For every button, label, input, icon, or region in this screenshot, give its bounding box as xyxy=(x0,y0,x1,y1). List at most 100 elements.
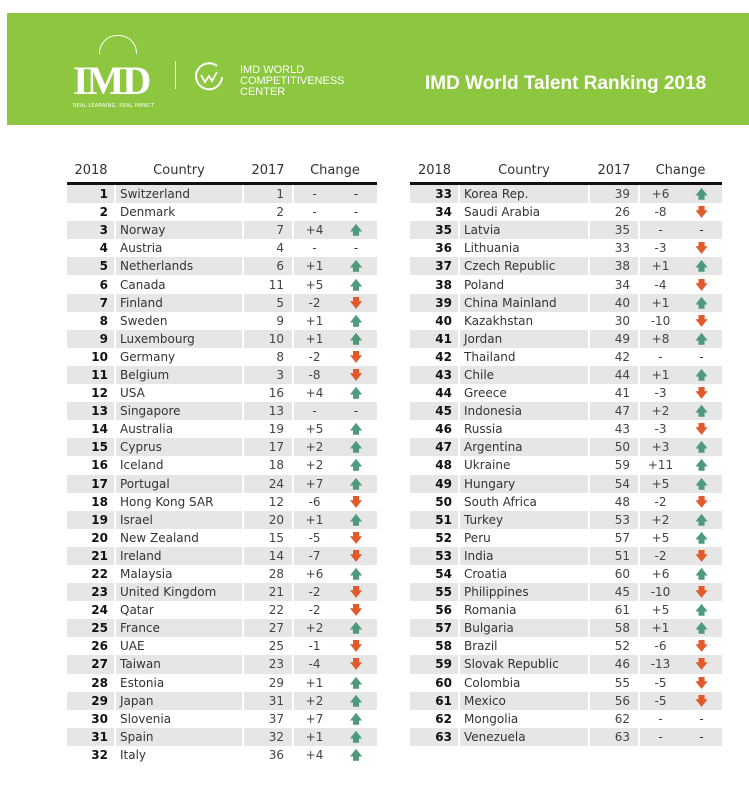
change-cell: +2 xyxy=(639,510,681,529)
rank-2017-cell: 31 xyxy=(243,691,294,710)
rank-cell: 44 xyxy=(410,384,460,403)
table-row: 12 USA 16 +4 🡅 xyxy=(67,384,377,403)
arrow-down-icon: 🡇 xyxy=(695,585,708,600)
arrow-up-icon: 🡅 xyxy=(695,367,708,382)
direction-cell: 🡅 xyxy=(335,674,377,692)
direction-cell: 🡇 xyxy=(681,637,722,655)
rank-2017-cell: 24 xyxy=(243,474,294,493)
rank-2017-cell: 35 xyxy=(589,221,640,240)
table-row: 6 Canada 11 +5 🡅 xyxy=(67,275,377,294)
country-cell: Finland xyxy=(115,293,244,312)
table-row: 20 New Zealand 15 -5 🡇 xyxy=(67,528,377,547)
change-cell: +4 xyxy=(305,747,324,762)
arrow-down-icon: 🡇 xyxy=(349,530,363,545)
country-cell: Kazakhstan xyxy=(459,311,590,330)
change-cell: - xyxy=(293,183,335,204)
rank-cell: 12 xyxy=(67,384,116,403)
rank-cell: 52 xyxy=(410,528,460,547)
rank-2017-cell: 2 xyxy=(243,203,294,222)
rank-cell: 54 xyxy=(410,564,460,584)
rank-cell: 40 xyxy=(410,311,460,330)
header-2018: 2018 xyxy=(67,158,115,185)
header-change: Change xyxy=(639,158,722,185)
table-row: 47 Argentina 50 +3 🡅 xyxy=(410,438,722,457)
direction-cell: 🡇 xyxy=(335,655,377,674)
rank-2017-cell: 41 xyxy=(589,384,640,403)
center-name-line: COMPETITIVENESS xyxy=(240,75,345,87)
rank-cell: 32 xyxy=(67,745,116,764)
direction-cell: 🡇 xyxy=(681,655,722,674)
rank-2017-cell: 22 xyxy=(243,601,294,620)
table-row: 24 Qatar 22 -2 🡇 xyxy=(67,601,377,620)
rank-2017-cell: 18 xyxy=(243,456,294,475)
change-cell: +6 xyxy=(651,567,670,582)
direction-cell: 🡇 xyxy=(335,583,377,602)
rank-cell: 49 xyxy=(410,474,460,493)
table-row: 62 Mongolia 62 - - xyxy=(410,709,722,728)
change-cell: -4 xyxy=(654,277,667,292)
country-cell: Ireland xyxy=(115,546,244,565)
change-cell: +1 xyxy=(639,365,681,385)
country-cell: France xyxy=(115,619,244,638)
center-name-line: CENTER xyxy=(240,86,286,98)
change-cell: +1 xyxy=(293,727,335,746)
direction-cell: - xyxy=(335,203,377,221)
direction-cell: 🡅 xyxy=(335,691,377,710)
table-row: 63 Venezuela 63- - xyxy=(410,727,722,746)
direction-cell: 🡅 xyxy=(335,275,377,293)
rank-cell: 11 xyxy=(67,365,116,385)
country-cell: India xyxy=(459,546,590,565)
table-row: 44 Greece 41 -3 🡇 xyxy=(410,384,722,403)
rank-cell: 13 xyxy=(67,402,116,421)
country-cell: Italy xyxy=(115,745,244,764)
direction-cell: 🡅 xyxy=(335,312,377,330)
rank-cell: 37 xyxy=(410,257,460,276)
table-row: 14 Australia 19 +5 🡅 xyxy=(67,420,377,439)
rank-cell: 57 xyxy=(410,619,460,638)
direction-cell: 🡅 xyxy=(335,510,377,529)
rank-2017-cell: 56 xyxy=(589,691,640,710)
change-cell: -8 xyxy=(293,365,335,385)
direction-cell: 🡅 xyxy=(681,456,722,474)
change-cell: -5 xyxy=(654,675,667,690)
rank-cell: 4 xyxy=(67,239,116,258)
table-row: 29 Japan 31 +2 🡅 xyxy=(67,691,377,710)
table-row: 25 France 27 +2 🡅 xyxy=(67,619,377,638)
table-row: 54 Croatia 60 +6 🡅 xyxy=(410,564,722,584)
rank-cell: 48 xyxy=(410,456,460,475)
direction-cell: 🡅 xyxy=(335,456,377,474)
change-cell: -1 xyxy=(308,639,321,654)
arrow-down-icon: 🡇 xyxy=(349,657,363,672)
rank-cell: 10 xyxy=(67,347,116,366)
arrow-down-icon: 🡇 xyxy=(695,313,708,328)
arrow-down-icon: 🡇 xyxy=(695,693,708,708)
change-cell: +1 xyxy=(639,293,681,312)
ranking-table-left: 2018 Country 2017 Change 1 Switzerland 1- -… xyxy=(67,158,377,764)
arrow-up-icon: 🡅 xyxy=(695,259,708,274)
country-cell: Belgium xyxy=(115,365,244,385)
no-change-dash-icon: - xyxy=(699,711,704,726)
change-cell: -10 xyxy=(639,583,681,602)
change-cell: +5 xyxy=(639,474,681,493)
rank-2017-cell: 38 xyxy=(589,257,640,276)
change-cell: -5 xyxy=(639,691,681,710)
rank-2017-cell: 6 xyxy=(243,257,294,276)
change-cell: +4 xyxy=(293,221,335,240)
rank-cell: 41 xyxy=(410,329,460,348)
arrow-up-icon: 🡅 xyxy=(349,729,363,744)
arrow-up-icon: 🡅 xyxy=(695,621,708,636)
rank-2017-cell: 53 xyxy=(589,510,640,529)
rank-2017-cell: 34 xyxy=(589,275,640,294)
country-cell: Austria xyxy=(115,239,244,258)
direction-cell: - xyxy=(335,402,377,421)
rank-2017-cell: 55 xyxy=(589,673,640,692)
country-cell: Slovenia xyxy=(115,709,244,728)
table-row: 3 Norway 7 +4 🡅 xyxy=(67,221,377,240)
change-cell: +7 xyxy=(293,474,335,493)
table-row: 28 Estonia 29 +1 🡅 xyxy=(67,673,377,692)
rank-2017-cell: 37 xyxy=(243,709,294,728)
direction-cell: 🡅 xyxy=(681,510,722,529)
arrow-up-icon: 🡅 xyxy=(349,711,363,726)
competitiveness-center-logo-icon xyxy=(195,62,223,91)
header-2018: 2018 xyxy=(410,158,459,185)
